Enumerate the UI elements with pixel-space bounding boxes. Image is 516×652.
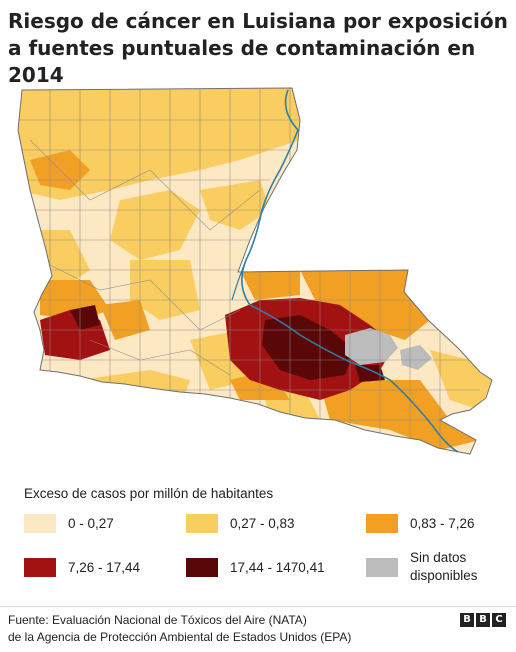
legend-item: 0 - 0,27: [24, 514, 114, 533]
source-line-1: Fuente: Evaluación Nacional de Tóxicos d…: [8, 613, 307, 627]
legend-swatch: [366, 558, 398, 577]
legend-item: 17,44 - 1470,41: [186, 558, 325, 577]
legend-label: 17,44 - 1470,41: [230, 560, 325, 575]
legend-title: Exceso de casos por millón de habitantes: [24, 486, 274, 501]
legend-swatch: [24, 558, 56, 577]
legend-label: Sin datos disponibles: [410, 550, 478, 583]
legend-label: 0,27 - 0,83: [230, 516, 295, 531]
legend-label: 0 - 0,27: [68, 516, 114, 531]
logo-letter: B: [476, 613, 490, 627]
page-title: Riesgo de cáncer en Luisiana por exposic…: [8, 9, 508, 87]
legend-label: 7,26 - 17,44: [68, 560, 141, 575]
legend-item: Sin datos disponibles: [366, 550, 502, 585]
legend-swatch: [24, 514, 56, 533]
louisiana-map: [17, 87, 493, 455]
legend-item: 0,27 - 0,83: [186, 514, 295, 533]
legend-item: 7,26 - 17,44: [24, 558, 140, 577]
legend-swatch: [186, 514, 218, 533]
legend-label: 0,83 - 7,26: [410, 516, 475, 531]
legend-swatch: [366, 514, 398, 533]
footer-divider: [0, 606, 516, 607]
source-note: Fuente: Evaluación Nacional de Tóxicos d…: [8, 612, 351, 646]
legend-item: 0,83 - 7,26: [366, 514, 475, 533]
bbc-logo: B B C: [460, 613, 506, 627]
logo-letter: C: [492, 613, 506, 627]
legend-swatch: [186, 558, 218, 577]
logo-letter: B: [460, 613, 474, 627]
source-line-2: de la Agencia de Protección Ambiental de…: [8, 630, 352, 644]
legend: 0 - 0,27 0,27 - 0,83 0,83 - 7,26 7,26 - …: [24, 512, 504, 592]
